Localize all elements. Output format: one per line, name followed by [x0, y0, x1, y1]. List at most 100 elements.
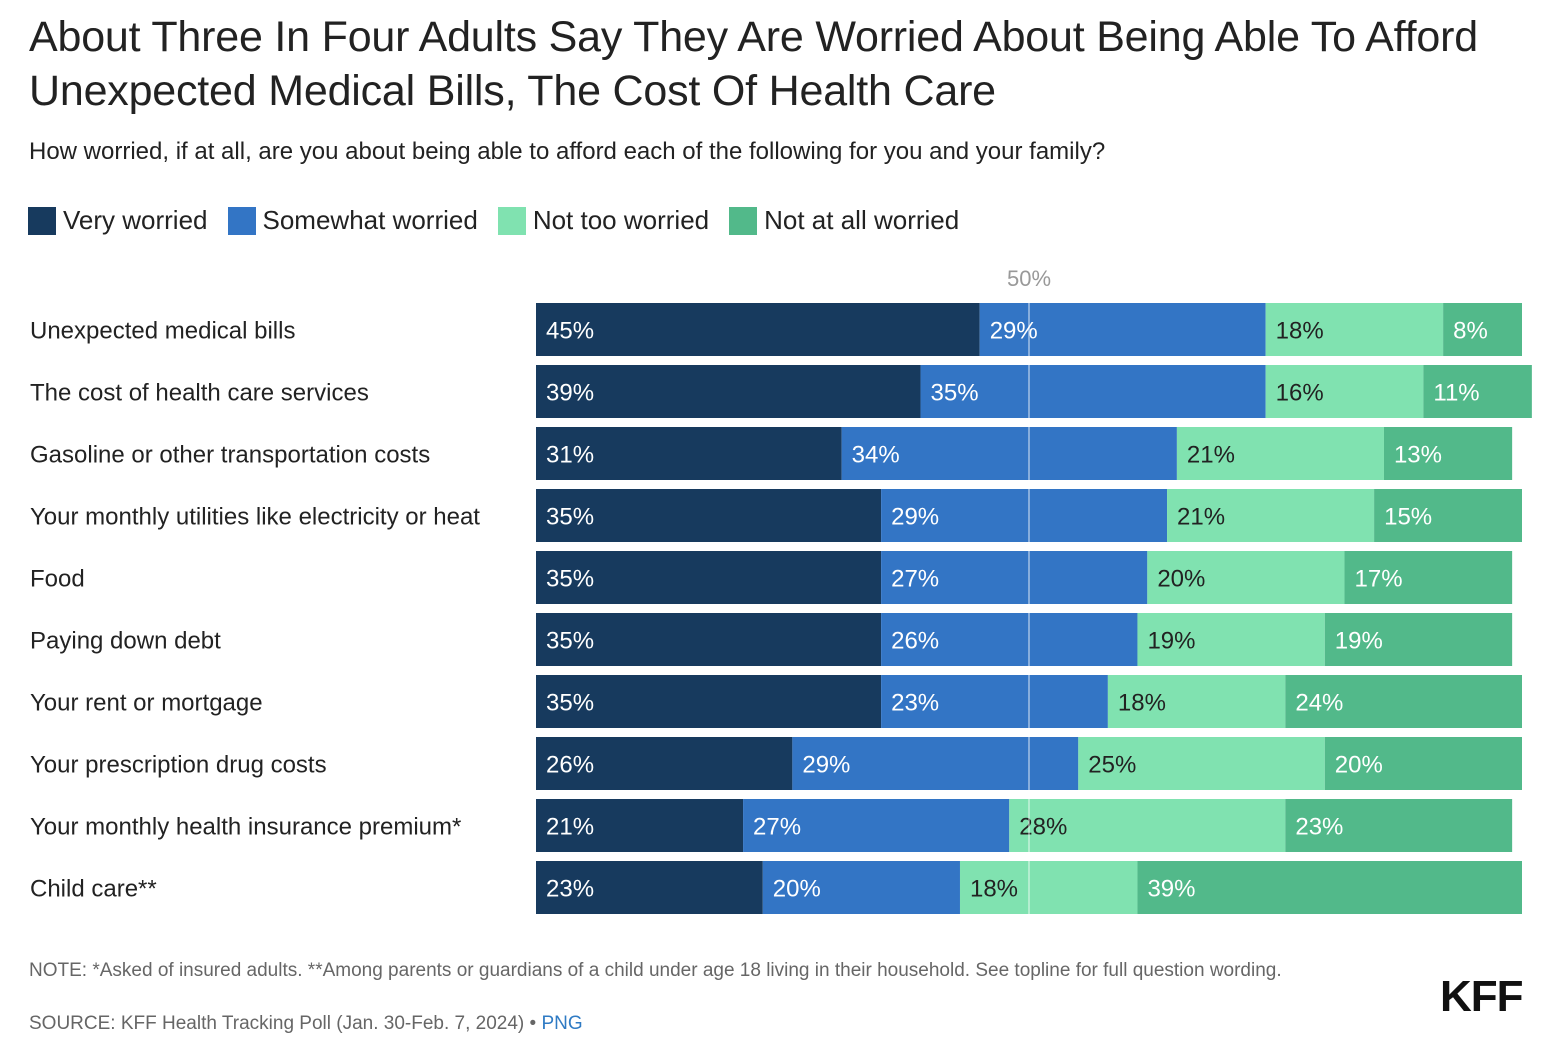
- data-label-not-at-all-worried-gasoline-or-other-transportation-costs: 13%: [1394, 442, 1442, 469]
- bar-somewhat-worried-paying-down-debt: [881, 613, 1138, 666]
- data-label-very-worried-your-prescription-drug-costs: 26%: [546, 752, 594, 779]
- data-label-somewhat-worried-paying-down-debt: 26%: [891, 628, 939, 655]
- bar-not-at-all-worried-gasoline-or-other-transportation-costs: [1383, 427, 1513, 480]
- bar-somewhat-worried-your-rent-or-mortgage: [881, 675, 1108, 728]
- data-label-very-worried-your-monthly-utilities-like-electricity-or-heat: 35%: [546, 504, 594, 531]
- data-label-not-too-worried-paying-down-debt: 19%: [1147, 628, 1195, 655]
- bar-somewhat-worried-gasoline-or-other-transportation-costs: [841, 427, 1177, 480]
- legend-label-very-worried: Very worried: [63, 205, 208, 235]
- legend-swatch-not-too-worried: [497, 206, 526, 235]
- data-label-very-worried-child-care: 23%: [546, 876, 594, 903]
- legend: Very worried Somewhat worried Not too wo…: [28, 205, 979, 236]
- legend-item-somewhat-worried: Somewhat worried: [227, 205, 478, 236]
- category-label-your-prescription-drug-costs: Your prescription drug costs: [30, 752, 327, 779]
- data-label-not-at-all-worried-your-rent-or-mortgage: 24%: [1295, 690, 1343, 717]
- data-label-not-at-all-worried-the-cost-of-health-care-services: 11%: [1433, 380, 1479, 407]
- data-label-somewhat-worried-your-monthly-health-insurance-premium: 27%: [753, 814, 801, 841]
- bar-not-too-worried-your-prescription-drug-costs: [1078, 737, 1325, 790]
- bar-very-worried-your-rent-or-mortgage: [536, 675, 882, 728]
- bar-not-too-worried-paying-down-debt: [1137, 613, 1325, 666]
- png-download-link[interactable]: PNG: [541, 1013, 583, 1034]
- bar-somewhat-worried-food: [881, 551, 1148, 604]
- bar-very-worried-child-care: [536, 861, 763, 914]
- legend-swatch-not-at-all-worried: [729, 206, 758, 235]
- category-label-your-monthly-utilities-like-electricity-or-heat: Your monthly utilities like electricity …: [30, 504, 480, 531]
- bar-not-at-all-worried-child-care: [1137, 861, 1522, 914]
- legend-item-not-too-worried: Not too worried: [497, 205, 710, 236]
- legend-swatch-somewhat-worried: [227, 206, 256, 235]
- data-label-very-worried-food: 35%: [546, 566, 594, 593]
- bar-somewhat-worried-your-prescription-drug-costs: [792, 737, 1079, 790]
- data-label-not-too-worried-the-cost-of-health-care-services: 16%: [1276, 380, 1324, 407]
- data-label-somewhat-worried-child-care: 20%: [773, 876, 821, 903]
- bar-not-at-all-worried-your-prescription-drug-costs: [1324, 737, 1522, 790]
- data-label-not-at-all-worried-child-care: 39%: [1147, 876, 1195, 903]
- bar-very-worried-your-monthly-utilities-like-electricity-or-heat: [536, 489, 882, 542]
- reference-line-label: 50%: [1007, 266, 1051, 291]
- legend-label-not-too-worried: Not too worried: [532, 205, 710, 235]
- data-label-not-at-all-worried-unexpected-medical-bills: 8%: [1453, 318, 1488, 345]
- kff-logo: KFF: [1440, 972, 1524, 1021]
- category-label-unexpected-medical-bills: Unexpected medical bills: [30, 318, 295, 345]
- category-label-food: Food: [30, 566, 85, 593]
- data-label-somewhat-worried-food: 27%: [891, 566, 939, 593]
- bar-somewhat-worried-child-care: [762, 861, 960, 914]
- category-label-paying-down-debt: Paying down debt: [30, 628, 221, 655]
- bar-not-too-worried-your-monthly-health-insurance-premium: [1009, 799, 1286, 852]
- legend-label-not-at-all-worried: Not at all worried: [764, 205, 960, 235]
- bar-not-at-all-worried-your-rent-or-mortgage: [1285, 675, 1522, 728]
- bar-very-worried-your-monthly-health-insurance-premium: [536, 799, 744, 852]
- data-label-not-too-worried-unexpected-medical-bills: 18%: [1276, 318, 1324, 345]
- data-label-very-worried-the-cost-of-health-care-services: 39%: [546, 380, 594, 407]
- data-label-very-worried-paying-down-debt: 35%: [546, 628, 594, 655]
- category-label-your-monthly-health-insurance-premium: Your monthly health insurance premium*: [30, 814, 461, 841]
- bar-very-worried-gasoline-or-other-transportation-costs: [536, 427, 842, 480]
- legend-item-very-worried: Very worried: [28, 205, 208, 236]
- data-label-somewhat-worried-your-rent-or-mortgage: 23%: [891, 690, 939, 717]
- bar-somewhat-worried-unexpected-medical-bills: [979, 303, 1266, 356]
- bar-not-at-all-worried-the-cost-of-health-care-services: [1423, 365, 1532, 418]
- data-label-very-worried-unexpected-medical-bills: 45%: [546, 318, 594, 345]
- chart-note: NOTE: *Asked of insured adults. **Among …: [29, 960, 1282, 981]
- data-label-very-worried-your-monthly-health-insurance-premium: 21%: [546, 814, 594, 841]
- legend-swatch-very-worried: [28, 206, 56, 235]
- bar-not-at-all-worried-your-monthly-utilities-like-electricity-or-heat: [1374, 489, 1522, 542]
- data-label-very-worried-your-rent-or-mortgage: 35%: [546, 690, 594, 717]
- bar-somewhat-worried-your-monthly-utilities-like-electricity-or-heat: [881, 489, 1168, 542]
- bar-very-worried-unexpected-medical-bills: [536, 303, 980, 356]
- bar-not-at-all-worried-food: [1344, 551, 1513, 604]
- bar-somewhat-worried-your-monthly-health-insurance-premium: [743, 799, 1010, 852]
- data-label-somewhat-worried-gasoline-or-other-transportation-costs: 34%: [852, 442, 900, 469]
- data-label-not-at-all-worried-paying-down-debt: 19%: [1335, 628, 1383, 655]
- chart-source: SOURCE: KFF Health Tracking Poll (Jan. 3…: [29, 1013, 583, 1035]
- category-label-the-cost-of-health-care-services: The cost of health care services: [30, 380, 369, 407]
- bar-not-too-worried-gasoline-or-other-transportation-costs: [1176, 427, 1384, 480]
- data-label-not-at-all-worried-your-prescription-drug-costs: 20%: [1335, 752, 1383, 779]
- bar-very-worried-food: [536, 551, 882, 604]
- data-label-not-at-all-worried-your-monthly-utilities-like-electricity-or-heat: 15%: [1384, 504, 1432, 531]
- data-label-somewhat-worried-your-monthly-utilities-like-electricity-or-heat: 29%: [891, 504, 939, 531]
- data-label-not-too-worried-your-rent-or-mortgage: 18%: [1118, 690, 1166, 717]
- bar-not-too-worried-unexpected-medical-bills: [1265, 303, 1444, 356]
- bar-very-worried-paying-down-debt: [536, 613, 882, 666]
- chart-title: About Three In Four Adults Say They Are …: [29, 13, 1478, 115]
- stacked-bar-chart: Unexpected medical bills 45% 29% 18% 8% The c…: [0, 260, 1556, 930]
- data-label-not-too-worried-food: 20%: [1157, 566, 1205, 593]
- source-text: SOURCE: KFF Health Tracking Poll (Jan. 3…: [29, 1013, 542, 1034]
- bar-not-too-worried-child-care: [959, 861, 1138, 914]
- bar-not-too-worried-food: [1147, 551, 1345, 604]
- bar-not-too-worried-your-rent-or-mortgage: [1107, 675, 1286, 728]
- bar-very-worried-the-cost-of-health-care-services: [536, 365, 921, 418]
- legend-label-somewhat-worried: Somewhat worried: [262, 205, 478, 235]
- category-label-gasoline-or-other-transportation-costs: Gasoline or other transportation costs: [30, 442, 430, 469]
- data-label-not-at-all-worried-food: 17%: [1355, 566, 1403, 593]
- chart-svg: Unexpected medical bills 45% 29% 18% 8% The c…: [30, 266, 1532, 914]
- data-label-not-too-worried-gasoline-or-other-transportation-costs: 21%: [1187, 442, 1235, 469]
- data-label-very-worried-gasoline-or-other-transportation-costs: 31%: [546, 442, 594, 469]
- bar-not-at-all-worried-paying-down-debt: [1324, 613, 1513, 666]
- bar-very-worried-your-prescription-drug-costs: [536, 737, 793, 790]
- bar-somewhat-worried-the-cost-of-health-care-services: [920, 365, 1266, 418]
- data-label-somewhat-worried-unexpected-medical-bills: 29%: [990, 318, 1038, 345]
- data-label-somewhat-worried-your-prescription-drug-costs: 29%: [802, 752, 850, 779]
- chart-subtitle: How worried, if at all, are you about be…: [29, 138, 1106, 165]
